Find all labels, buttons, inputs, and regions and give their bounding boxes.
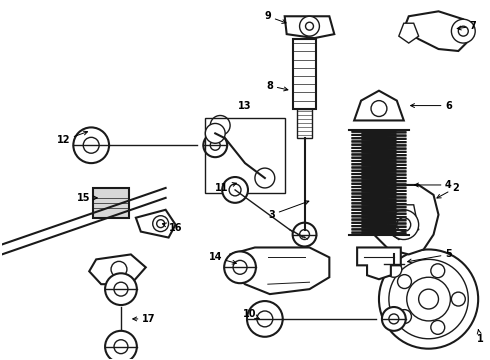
Circle shape bbox=[255, 168, 275, 188]
Text: 14: 14 bbox=[208, 252, 236, 264]
Circle shape bbox=[431, 264, 445, 278]
Circle shape bbox=[386, 261, 402, 277]
Circle shape bbox=[418, 289, 439, 309]
Circle shape bbox=[257, 311, 273, 327]
Circle shape bbox=[153, 216, 169, 231]
Polygon shape bbox=[357, 247, 401, 279]
Circle shape bbox=[210, 140, 220, 150]
Circle shape bbox=[111, 261, 127, 277]
Circle shape bbox=[371, 100, 387, 117]
Polygon shape bbox=[354, 91, 404, 121]
Circle shape bbox=[203, 133, 227, 157]
Polygon shape bbox=[89, 255, 146, 284]
Circle shape bbox=[114, 340, 128, 354]
Circle shape bbox=[382, 307, 406, 331]
Polygon shape bbox=[369, 185, 439, 255]
Polygon shape bbox=[399, 23, 418, 43]
Text: 10: 10 bbox=[243, 309, 260, 319]
Bar bbox=[293, 39, 317, 109]
Text: 12: 12 bbox=[57, 131, 88, 145]
Circle shape bbox=[293, 223, 317, 247]
Circle shape bbox=[105, 331, 137, 360]
Bar bbox=[93, 188, 129, 218]
Text: 3: 3 bbox=[269, 201, 309, 220]
Polygon shape bbox=[228, 247, 329, 294]
Text: 15: 15 bbox=[76, 193, 97, 203]
Circle shape bbox=[379, 249, 478, 349]
Text: 9: 9 bbox=[265, 11, 286, 23]
Circle shape bbox=[114, 282, 128, 296]
Text: 13: 13 bbox=[238, 100, 252, 111]
Polygon shape bbox=[285, 16, 334, 38]
Text: 2: 2 bbox=[437, 183, 459, 198]
Text: 8: 8 bbox=[267, 81, 288, 91]
Circle shape bbox=[105, 273, 137, 305]
Circle shape bbox=[157, 220, 165, 228]
Circle shape bbox=[83, 137, 99, 153]
Circle shape bbox=[389, 210, 418, 239]
Polygon shape bbox=[136, 210, 175, 238]
Circle shape bbox=[299, 16, 319, 36]
Circle shape bbox=[431, 320, 445, 334]
Circle shape bbox=[233, 260, 247, 274]
Polygon shape bbox=[404, 11, 473, 51]
Circle shape bbox=[407, 277, 450, 321]
Circle shape bbox=[224, 251, 256, 283]
Circle shape bbox=[229, 184, 241, 196]
Circle shape bbox=[247, 301, 283, 337]
Circle shape bbox=[74, 127, 109, 163]
Text: 4: 4 bbox=[415, 180, 452, 190]
Circle shape bbox=[397, 218, 411, 231]
Circle shape bbox=[306, 22, 314, 30]
Polygon shape bbox=[381, 205, 418, 239]
Circle shape bbox=[389, 314, 399, 324]
Circle shape bbox=[451, 292, 466, 306]
Text: 17: 17 bbox=[133, 314, 155, 324]
Text: 7: 7 bbox=[457, 21, 477, 31]
Circle shape bbox=[205, 123, 225, 143]
Circle shape bbox=[222, 177, 248, 203]
Text: 1: 1 bbox=[477, 329, 484, 344]
Text: 16: 16 bbox=[162, 222, 182, 233]
Circle shape bbox=[458, 26, 468, 36]
Circle shape bbox=[397, 275, 412, 288]
Circle shape bbox=[389, 260, 468, 339]
Text: 6: 6 bbox=[411, 100, 452, 111]
Circle shape bbox=[397, 310, 412, 324]
Bar bbox=[296, 109, 313, 138]
Text: 11: 11 bbox=[216, 183, 236, 193]
Text: 5: 5 bbox=[408, 249, 452, 263]
Bar bbox=[205, 118, 285, 193]
Circle shape bbox=[451, 19, 475, 43]
Circle shape bbox=[299, 230, 310, 239]
Circle shape bbox=[210, 116, 230, 135]
